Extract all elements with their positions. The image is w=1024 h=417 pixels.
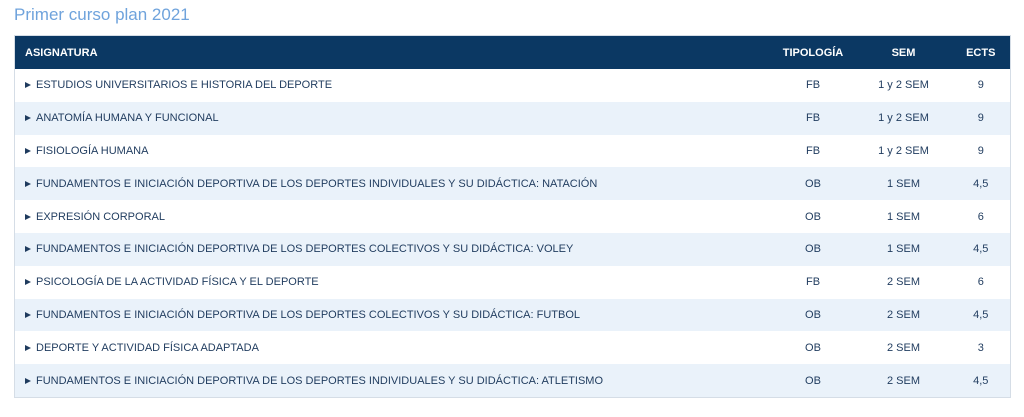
- cell: OB: [770, 364, 856, 398]
- cell: 1 y 2 SEM: [855, 69, 952, 102]
- cell: 1 y 2 SEM: [855, 101, 952, 135]
- cell: FISIOLOGÍA HUMANA: [14, 134, 771, 168]
- column-header: SEM: [855, 35, 952, 69]
- course-row[interactable]: FUNDAMENTOS E INICIACIÓN DEPORTIVA DE LO…: [14, 298, 1011, 332]
- course-name: FUNDAMENTOS E INICIACIÓN DEPORTIVA DE LO…: [36, 243, 574, 256]
- cell: 9: [951, 69, 1011, 102]
- course-row[interactable]: ANATOMÍA HUMANA Y FUNCIONAL FB 1 y 2 SEM 9: [14, 101, 1011, 135]
- course-name: FISIOLOGÍA HUMANA: [36, 144, 149, 157]
- cell: PSICOLOGÍA DE LA ACTIVIDAD FÍSICA Y EL D…: [14, 265, 771, 299]
- cell: 4,5: [951, 167, 1011, 201]
- cell: 3: [951, 331, 1011, 365]
- cell: OB: [770, 298, 856, 332]
- cell: 9: [951, 101, 1011, 135]
- table-header: ASIGNATURA TIPOLOGÍA SEM ECTS: [14, 35, 1011, 69]
- cell: 1 SEM: [855, 232, 952, 266]
- course-name: FUNDAMENTOS E INICIACIÓN DEPORTIVA DE LO…: [36, 177, 598, 190]
- cell: 4,5: [951, 232, 1011, 266]
- cell: OB: [770, 232, 856, 266]
- cell: FB: [770, 134, 856, 168]
- cell: 1 SEM: [855, 200, 952, 233]
- expand-arrow[interactable]: [25, 82, 31, 89]
- expand-arrow[interactable]: [25, 344, 31, 351]
- cell: FUNDAMENTOS E INICIACIÓN DEPORTIVA DE LO…: [14, 232, 771, 266]
- course-row[interactable]: FUNDAMENTOS E INICIACIÓN DEPORTIVA DE LO…: [14, 232, 1011, 266]
- course-name: ANATOMÍA HUMANA Y FUNCIONAL: [36, 112, 219, 125]
- cell: OB: [770, 331, 856, 365]
- cell: 6: [951, 265, 1011, 299]
- course-row[interactable]: FISIOLOGÍA HUMANA FB 1 y 2 SEM 9: [14, 134, 1011, 168]
- cell: ESTUDIOS UNIVERSITARIOS E HISTORIA DEL D…: [14, 69, 771, 102]
- cell: OB: [770, 167, 856, 201]
- course-row[interactable]: ESTUDIOS UNIVERSITARIOS E HISTORIA DEL D…: [14, 69, 1011, 102]
- expand-arrow[interactable]: [25, 115, 31, 122]
- cell: 2 SEM: [855, 298, 952, 332]
- cell: 2 SEM: [855, 331, 952, 365]
- column-header: ECTS: [951, 35, 1011, 69]
- expand-arrow[interactable]: [25, 147, 31, 154]
- course-row[interactable]: FUNDAMENTOS E INICIACIÓN DEPORTIVA DE LO…: [14, 167, 1011, 201]
- column-header: TIPOLOGÍA: [770, 35, 856, 69]
- course-row[interactable]: FUNDAMENTOS E INICIACIÓN DEPORTIVA DE LO…: [14, 364, 1011, 398]
- course-name: PSICOLOGÍA DE LA ACTIVIDAD FÍSICA Y EL D…: [36, 276, 319, 289]
- expand-arrow[interactable]: [25, 246, 31, 253]
- course-row[interactable]: EXPRESIÓN CORPORAL OB 1 SEM 6: [14, 200, 1011, 233]
- course-name: EXPRESIÓN CORPORAL: [36, 210, 165, 223]
- cell: 1 y 2 SEM: [855, 134, 952, 168]
- cell: 4,5: [951, 298, 1011, 332]
- cell: FUNDAMENTOS E INICIACIÓN DEPORTIVA DE LO…: [14, 167, 771, 201]
- cell: 1 SEM: [855, 167, 952, 201]
- column-header: ASIGNATURA: [14, 35, 771, 69]
- course-name: FUNDAMENTOS E INICIACIÓN DEPORTIVA DE LO…: [36, 374, 604, 387]
- course-name: ESTUDIOS UNIVERSITARIOS E HISTORIA DEL D…: [36, 79, 333, 92]
- cell: OB: [770, 200, 856, 233]
- cell: FUNDAMENTOS E INICIACIÓN DEPORTIVA DE LO…: [14, 364, 771, 398]
- course-table: ASIGNATURA TIPOLOGÍA SEM ECTS ESTUDIOS UNIV…: [14, 35, 1011, 398]
- section-title: Primer curso plan 2021: [14, 5, 190, 24]
- cell: 6: [951, 200, 1011, 233]
- expand-arrow[interactable]: [25, 279, 31, 286]
- cell: FB: [770, 69, 856, 102]
- course-row[interactable]: DEPORTE Y ACTIVIDAD FÍSICA ADAPTADA OB 2 S…: [14, 331, 1011, 365]
- cell: 2 SEM: [855, 364, 952, 398]
- course-name: FUNDAMENTOS E INICIACIÓN DEPORTIVA DE LO…: [36, 308, 580, 321]
- cell: FB: [770, 265, 856, 299]
- cell: 2 SEM: [855, 265, 952, 299]
- cell: EXPRESIÓN CORPORAL: [14, 200, 771, 233]
- expand-arrow[interactable]: [25, 180, 31, 187]
- course-name: DEPORTE Y ACTIVIDAD FÍSICA ADAPTADA: [36, 341, 259, 354]
- cell: 4,5: [951, 364, 1011, 398]
- cell: FUNDAMENTOS E INICIACIÓN DEPORTIVA DE LO…: [14, 298, 771, 332]
- cell: FB: [770, 101, 856, 135]
- expand-arrow[interactable]: [25, 311, 31, 318]
- expand-arrow[interactable]: [25, 213, 31, 220]
- table-body: ESTUDIOS UNIVERSITARIOS E HISTORIA DEL D…: [14, 69, 1011, 398]
- cell: DEPORTE Y ACTIVIDAD FÍSICA ADAPTADA: [14, 331, 771, 365]
- course-row[interactable]: PSICOLOGÍA DE LA ACTIVIDAD FÍSICA Y EL D…: [14, 265, 1011, 299]
- cell: 9: [951, 134, 1011, 168]
- expand-arrow[interactable]: [25, 377, 31, 384]
- cell: ANATOMÍA HUMANA Y FUNCIONAL: [14, 101, 771, 135]
- header-row: ASIGNATURA TIPOLOGÍA SEM ECTS: [14, 35, 1011, 69]
